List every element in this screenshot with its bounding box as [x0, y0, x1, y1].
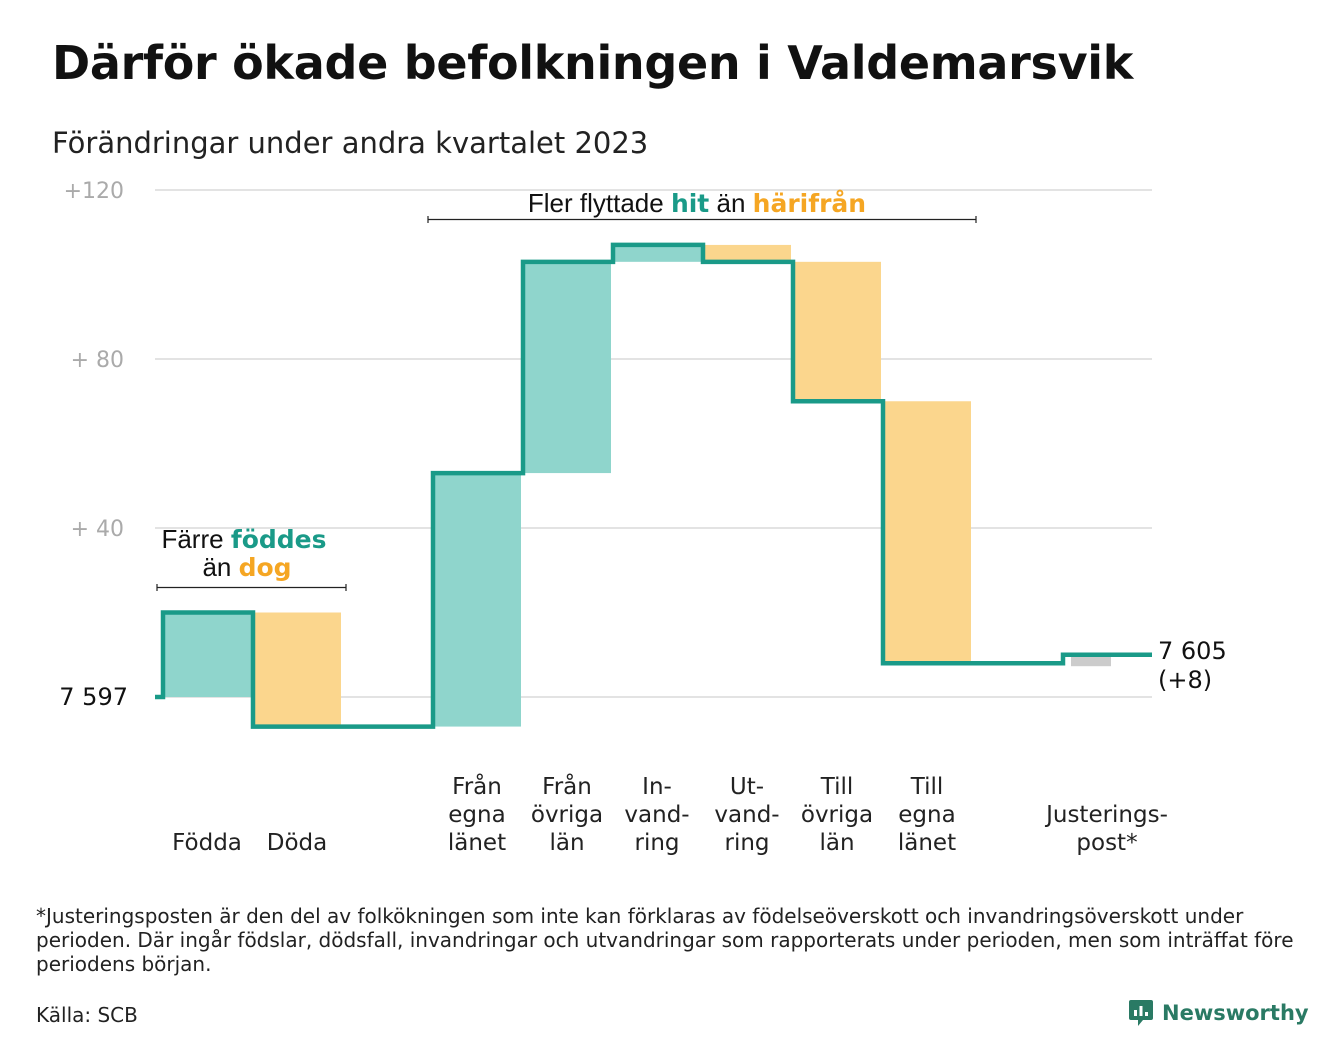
annotation-migration-mid: än [717, 188, 746, 218]
category-label: In- [642, 774, 672, 800]
category-label: Ut- [730, 774, 764, 800]
annotation-migration-pre: Fler flyttade [528, 188, 664, 218]
category-label: övriga [531, 802, 603, 828]
category-label: post* [1076, 830, 1137, 856]
bar [793, 261, 881, 402]
newsworthy-logo-text: Newsworthy [1162, 1001, 1309, 1025]
annotation-births-pre: Färre [161, 524, 223, 554]
annotation-births-bracket [156, 584, 347, 591]
category-label: Till [910, 774, 944, 800]
newsworthy-logo-icon [1129, 1000, 1153, 1026]
category-label: länet [898, 830, 956, 856]
category-label: ring [634, 830, 679, 856]
bar [253, 612, 341, 727]
bar [883, 401, 971, 664]
annotation-births: Färre föddes än dog [156, 524, 347, 591]
category-label: Döda [267, 830, 327, 856]
bar [163, 612, 251, 697]
step-line [155, 242, 1152, 729]
annotation-deaths-pre: än [202, 552, 231, 582]
step-path [155, 242, 1152, 729]
category-label: Till [820, 774, 854, 800]
category-label: ring [724, 830, 769, 856]
category-label: länet [448, 830, 506, 856]
start-value-label: 7 597 [59, 683, 128, 711]
y-tick-label: + 40 [71, 517, 124, 542]
category-label: vand- [624, 802, 689, 828]
category-label: län [819, 830, 854, 856]
y-tick-label: +120 [64, 179, 124, 204]
bar [613, 244, 701, 262]
waterfall-chart: 7 597+ 40+ 80+120 Födda DödaFrånegnalänet… [59, 179, 1227, 856]
annotation-migration-em1: hit [671, 189, 709, 218]
category-labels: Födda DödaFrånegnalänetFrånövrigalänIn-va… [172, 772, 1168, 856]
category-label: län [549, 830, 584, 856]
svg-text:än dog: än dog [202, 552, 291, 582]
chart-title: Därför ökade befolkningen i Valdemarsvik [52, 36, 1134, 90]
category-label: egna [898, 802, 955, 828]
category-label: Från [542, 772, 592, 800]
bar [523, 261, 611, 474]
footnote: *Justeringsposten är den del av folkökni… [36, 904, 1294, 976]
source-label: Källa: SCB [36, 1003, 138, 1027]
annotation-births-em: föddes [231, 525, 327, 554]
bar [433, 473, 521, 727]
category-label: övriga [801, 802, 873, 828]
category-label: Från [452, 772, 502, 800]
category-label: vand- [714, 802, 779, 828]
annotation-deaths-em: dog [239, 553, 292, 582]
svg-text:Färre föddes: Färre föddes [161, 524, 326, 554]
category-label: Födda [172, 830, 242, 856]
end-value-label: 7 605 [1158, 637, 1227, 665]
annotation-migration: Fler flyttade hit än härifrån [427, 188, 977, 223]
annotation-migration-bracket [427, 216, 977, 223]
end-change-label: (+8) [1158, 666, 1212, 694]
bar [703, 244, 791, 262]
chart-subtitle: Förändringar under andra kvartalet 2023 [52, 126, 649, 160]
annotation-migration-em2: härifrån [753, 189, 866, 218]
newsworthy-logo: Newsworthy [1128, 998, 1309, 1028]
svg-text:Fler flyttade hit: Fler flyttade hit än härifrån [528, 188, 866, 218]
category-label: Justerings- [1044, 802, 1168, 828]
bars [163, 244, 1111, 727]
y-tick-label: + 80 [71, 348, 124, 373]
category-label: egna [448, 802, 505, 828]
y-axis-ticks: 7 597 + 40 + 80 +120 [59, 179, 128, 711]
